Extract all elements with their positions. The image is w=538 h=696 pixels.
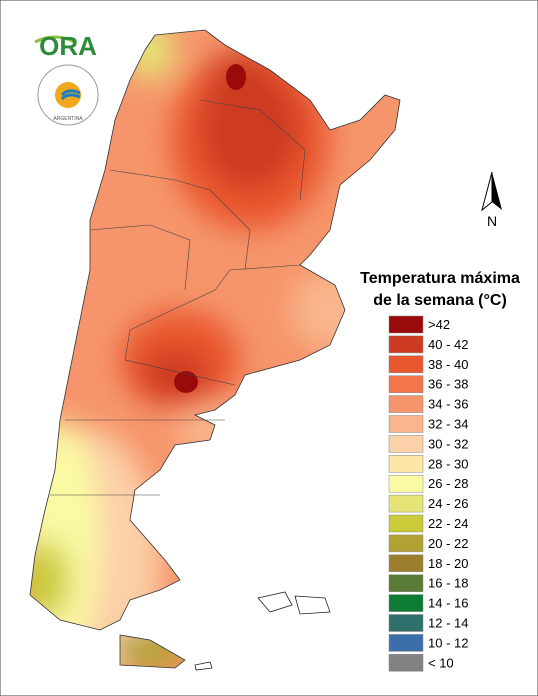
- legend-label: < 10: [428, 655, 454, 670]
- legend-swatch: [388, 335, 424, 354]
- legend-label: 38 - 40: [428, 357, 468, 372]
- legend-swatch: [388, 494, 424, 513]
- legend-label: 22 - 24: [428, 516, 468, 531]
- legend-swatch: [388, 474, 424, 493]
- seal-text: ARGENTINA: [53, 116, 83, 122]
- legend-swatch: [388, 634, 424, 652]
- legend-label: 30 - 32: [428, 436, 468, 451]
- legend-label: 14 - 16: [428, 596, 468, 611]
- legend-label: 12 - 14: [428, 616, 468, 631]
- legend-swatch: [388, 534, 424, 553]
- legend-swatch: [388, 455, 424, 473]
- legend-swatch: [388, 654, 424, 672]
- legend-label: 18 - 20: [428, 556, 468, 571]
- legend-swatch: [388, 315, 424, 334]
- legend-swatch: [388, 435, 424, 453]
- legend-label: 34 - 36: [428, 397, 468, 412]
- north-arrow: N: [481, 171, 502, 229]
- island: [194, 661, 213, 671]
- legend-swatch: [388, 395, 424, 413]
- legend-swatch: [388, 415, 424, 433]
- legend-label: >42: [428, 317, 450, 332]
- legend-title: Temperatura máxima: [360, 270, 520, 287]
- legend-swatch: [388, 594, 424, 612]
- legend-label: 20 - 22: [428, 536, 468, 551]
- legend-swatch: [388, 574, 424, 592]
- legend-label: 32 - 34: [428, 417, 468, 432]
- legend-label: 26 - 28: [428, 476, 468, 491]
- legend-label: 10 - 12: [428, 635, 468, 650]
- legend-title: de la semana (°C): [373, 292, 507, 309]
- legend-label: 36 - 38: [428, 377, 468, 392]
- country-outline: [29, 29, 401, 669]
- legend-swatch: [388, 514, 424, 533]
- legend-swatch: [388, 355, 424, 374]
- legend-swatch: [388, 554, 424, 573]
- legend-swatch: [388, 375, 424, 393]
- legend-label: 16 - 18: [428, 576, 468, 591]
- province-borders: [50, 99, 306, 496]
- logo: ORA ARGENTINA: [34, 31, 99, 126]
- north-label: N: [487, 213, 497, 229]
- malvinas: [257, 591, 331, 615]
- legend-label: 24 - 26: [428, 496, 468, 511]
- legend-label: 28 - 30: [428, 456, 468, 471]
- legend: Temperatura máxima de la semana (°C) >42…: [360, 270, 520, 672]
- legend-swatch: [388, 614, 424, 632]
- logo-text: ORA: [39, 31, 97, 61]
- legend-label: 40 - 42: [428, 337, 468, 352]
